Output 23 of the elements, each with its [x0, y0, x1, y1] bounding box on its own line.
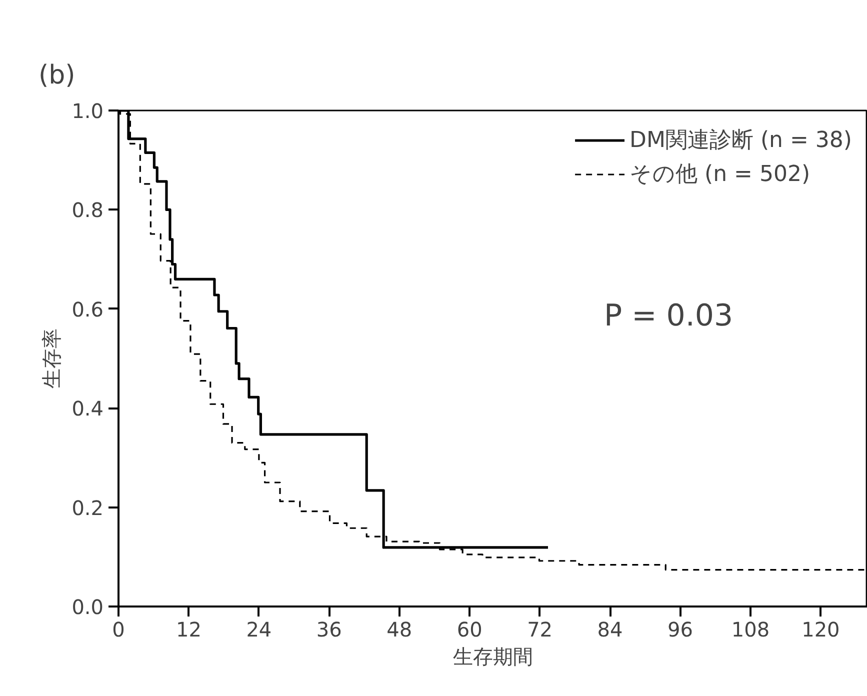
x-axis-title: 生存期間: [453, 644, 533, 668]
y-tick-label: 0.6: [72, 297, 104, 322]
x-tick-label: 12: [176, 618, 202, 642]
x-tick-label: 72: [527, 618, 553, 642]
x-tick-label: 0: [112, 618, 125, 642]
x-tick-label: 84: [597, 618, 623, 642]
x-tick-label: 24: [246, 618, 272, 642]
x-tick-label: 120: [802, 618, 840, 642]
y-tick-label: 0.8: [72, 198, 104, 222]
annotation: P = 0.03: [604, 298, 734, 334]
y-tick-label: 1.0: [72, 99, 104, 123]
chart-title: (b): [38, 60, 76, 90]
x-tick-label: 60: [456, 618, 482, 642]
x-tick-label: 96: [668, 618, 693, 642]
y-axis-title: 生存率: [40, 328, 64, 388]
legend-label: その他 (n = 502): [630, 161, 810, 189]
x-tick-label: 48: [386, 618, 412, 642]
x-tick-label: 108: [731, 618, 770, 642]
y-tick-label: 0.4: [72, 396, 104, 421]
y-tick-label: 0.2: [72, 496, 104, 520]
y-tick-label: 0.0: [72, 595, 104, 619]
legend-label: DM関連診断 (n = 38): [630, 127, 852, 155]
x-tick-label: 36: [316, 618, 342, 642]
